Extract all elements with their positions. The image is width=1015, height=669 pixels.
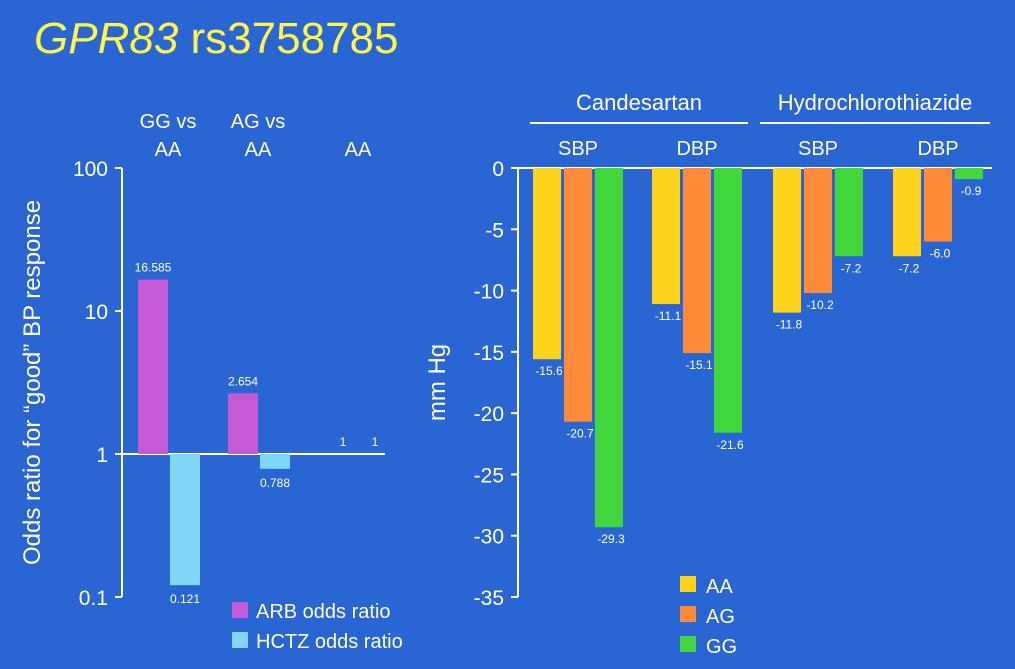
value-label-aa: -11.1 bbox=[655, 309, 682, 323]
chart-title: GPR83 rs3758785 bbox=[34, 14, 398, 64]
left-group-label: GG vs bbox=[140, 111, 197, 133]
hctz-bar bbox=[260, 454, 290, 469]
gene-name: GPR83 bbox=[34, 14, 179, 63]
bar-ag bbox=[683, 168, 711, 354]
bar-aa bbox=[533, 168, 561, 360]
arb-bar bbox=[138, 279, 168, 454]
bar-ag bbox=[564, 168, 592, 422]
arb-bar bbox=[228, 393, 258, 454]
value-label-aa: -15.6 bbox=[535, 364, 563, 378]
legend-swatch bbox=[680, 576, 696, 592]
legend-label: HCTZ odds ratio bbox=[256, 631, 403, 653]
value-label-gg: -7.2 bbox=[841, 261, 862, 275]
bar-gg bbox=[835, 168, 863, 257]
arb-value-label: 16.585 bbox=[135, 261, 172, 275]
value-label-aa: -7.2 bbox=[899, 261, 920, 275]
legend-label: ARB odds ratio bbox=[256, 601, 391, 623]
drug-header: Candesartan bbox=[576, 90, 702, 115]
right-y-tick-label: -35 bbox=[474, 587, 504, 610]
value-label-gg: -29.3 bbox=[597, 532, 625, 546]
legend-label: AA bbox=[706, 576, 733, 598]
right-y-tick-label: -30 bbox=[474, 526, 504, 549]
bar-aa bbox=[893, 168, 921, 257]
measure-label: DBP bbox=[917, 138, 958, 160]
left-y-tick-label: 1 bbox=[96, 444, 108, 467]
value-label-aa: -11.8 bbox=[776, 318, 803, 332]
hctz-value-label: 0.121 bbox=[170, 592, 200, 606]
left-y-tick-label: 10 bbox=[85, 301, 108, 324]
bar-aa bbox=[652, 168, 680, 305]
hctz-value-label: 1 bbox=[372, 435, 379, 449]
bar-aa bbox=[773, 168, 801, 313]
arb-value-label: 2.654 bbox=[228, 374, 258, 388]
bar-gg bbox=[595, 168, 623, 528]
legend-label: GG bbox=[706, 636, 737, 658]
bar-ag bbox=[804, 168, 832, 294]
right-y-tick-label: -5 bbox=[485, 219, 504, 242]
left-y-axis-label: Odds ratio for “good” BP response bbox=[19, 200, 46, 565]
legend-swatch bbox=[232, 632, 248, 648]
right-y-tick-label: -15 bbox=[474, 342, 504, 365]
value-label-gg: -21.6 bbox=[716, 438, 744, 452]
value-label-ag: -15.1 bbox=[685, 358, 713, 372]
left-y-tick-label: 100 bbox=[73, 158, 108, 181]
bar-gg bbox=[714, 168, 742, 433]
legend-swatch bbox=[680, 636, 696, 652]
bar-ag bbox=[924, 168, 952, 242]
measure-label: DBP bbox=[676, 138, 717, 160]
right-y-tick-label: 0 bbox=[492, 158, 504, 181]
value-label-ag: -10.2 bbox=[806, 298, 834, 312]
snp-id: rs3758785 bbox=[190, 14, 399, 63]
legend-swatch bbox=[680, 606, 696, 622]
legend-label: AG bbox=[706, 606, 735, 628]
left-y-tick-label: 0.1 bbox=[79, 587, 108, 610]
bar-gg bbox=[955, 168, 983, 180]
hctz-value-label: 0.788 bbox=[260, 476, 290, 490]
left-group-label: AA bbox=[245, 139, 272, 161]
value-label-gg: -0.9 bbox=[961, 184, 982, 198]
value-label-ag: -6.0 bbox=[930, 247, 951, 261]
drug-header: Hydrochlorothiazide bbox=[778, 90, 972, 115]
left-group-label: AA bbox=[345, 139, 372, 161]
hctz-bar bbox=[170, 454, 200, 586]
right-y-tick-label: -20 bbox=[474, 403, 504, 426]
left-group-label: AG vs bbox=[231, 111, 285, 133]
right-y-tick-label: -10 bbox=[474, 281, 504, 304]
value-label-ag: -20.7 bbox=[566, 427, 594, 441]
legend-swatch bbox=[232, 602, 248, 618]
arb-value-label: 1 bbox=[340, 435, 347, 449]
right-y-tick-label: -25 bbox=[474, 464, 504, 487]
left-group-label: AA bbox=[155, 139, 182, 161]
measure-label: SBP bbox=[558, 138, 598, 160]
measure-label: SBP bbox=[798, 138, 838, 160]
right-y-axis-label: mm Hg bbox=[424, 344, 451, 421]
